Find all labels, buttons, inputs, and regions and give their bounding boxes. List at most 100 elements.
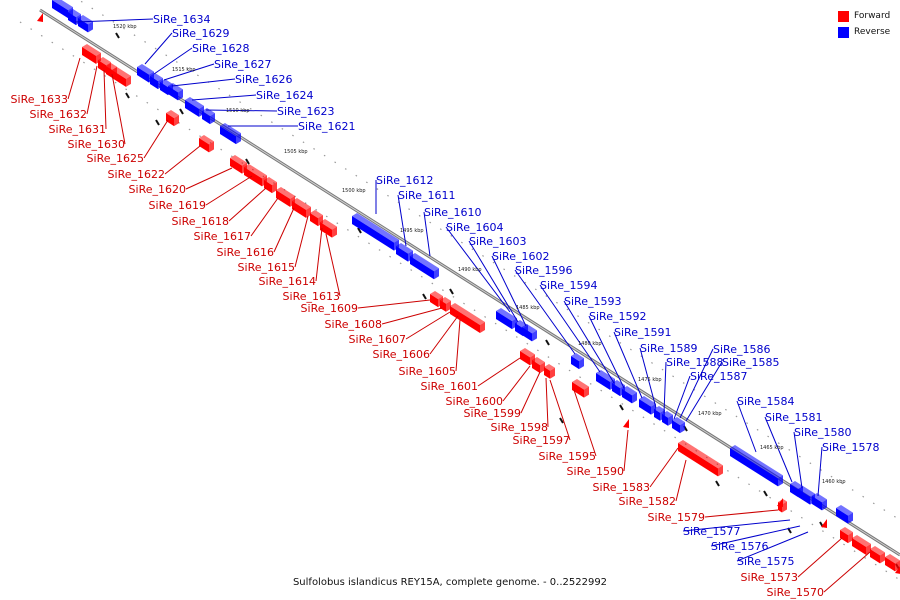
reverse-gene-label: SiRe_1634 xyxy=(153,13,210,26)
reverse-gene-label: SiRe_1593 xyxy=(564,295,621,308)
leader-line xyxy=(649,447,679,488)
forward-gene-box xyxy=(112,67,131,87)
forward-gene-label: SiRe_1618 xyxy=(172,215,229,228)
legend-forward-label: Forward xyxy=(854,11,891,21)
tick-layer xyxy=(19,0,900,581)
reverse-gene-box xyxy=(730,445,783,487)
reverse-gene-label: SiRe_1576 xyxy=(711,540,768,553)
leader-line xyxy=(663,361,667,414)
reverse-gene-box xyxy=(622,386,637,404)
leader-line xyxy=(675,459,687,502)
axis-tick-mark xyxy=(125,92,130,99)
forward-gene-label: SiRe_1600 xyxy=(446,395,503,408)
axis-tick-mark xyxy=(357,227,362,234)
leader-line xyxy=(164,145,201,175)
reverse-gene-box xyxy=(662,411,673,426)
leader-line xyxy=(682,519,791,532)
genes-layer xyxy=(37,0,900,574)
forward-gene-box xyxy=(678,440,723,477)
reverse-gene-label: SiRe_1585 xyxy=(722,356,779,369)
forward-gene-label: SiRe_1570 xyxy=(767,586,824,599)
forward-gene-box xyxy=(572,379,589,398)
reverse-gene-label: SiRe_1578 xyxy=(822,441,879,454)
gene-labels: 1520 kbp 1515 kbp 1510 kbp 1505 kbp 1500 kbp… xyxy=(11,13,880,599)
forward-gene-box xyxy=(199,135,214,153)
reverse-gene-label: SiRe_1623 xyxy=(277,105,334,118)
coordinate-label: 1500 kbp xyxy=(342,188,366,194)
forward-gene-label: SiRe_1573 xyxy=(741,571,798,584)
forward-gene-marker xyxy=(895,566,900,574)
forward-gene-label: SiRe_1614 xyxy=(259,275,316,288)
leader-line xyxy=(74,18,154,23)
forward-gene-box xyxy=(292,198,311,218)
leader-line xyxy=(613,331,643,399)
leader-line xyxy=(477,357,521,387)
forward-gene-label: SiRe_1615 xyxy=(238,261,295,274)
forward-gene-box xyxy=(450,303,485,334)
forward-gene-label: SiRe_1613 xyxy=(283,290,340,303)
leader-line xyxy=(315,227,323,282)
forward-gene-label: SiRe_1608 xyxy=(325,318,382,331)
leader-line xyxy=(67,57,81,100)
forward-gene-label: SiRe_1579 xyxy=(648,511,705,524)
reverse-gene-label: SiRe_1602 xyxy=(492,250,549,263)
forward-gene-label: SiRe_1632 xyxy=(30,108,87,121)
forward-gene-label: SiRe_1606 xyxy=(373,348,430,361)
leader-line xyxy=(623,429,629,472)
leader-line xyxy=(103,69,107,130)
reverse-gene-box xyxy=(812,493,827,511)
reverse-gene-box xyxy=(168,83,183,101)
axis-tick-mark xyxy=(763,490,768,497)
leader-line xyxy=(764,416,793,483)
forward-gene-label: SiRe_1620 xyxy=(129,183,186,196)
forward-gene-box xyxy=(840,527,853,544)
reverse-gene-box xyxy=(571,353,584,370)
reverse-gene-box xyxy=(672,417,685,434)
forward-gene-box xyxy=(320,219,337,238)
axis-tick-mark xyxy=(715,480,720,487)
forward-gene-label: SiRe_1607 xyxy=(349,333,406,346)
forward-gene-box xyxy=(166,110,179,127)
reverse-gene-label: SiRe_1592 xyxy=(589,310,646,323)
legend-forward: Forward xyxy=(838,8,890,24)
leader-line xyxy=(539,284,601,373)
forward-gene-label: SiRe_1595 xyxy=(539,450,596,463)
coordinate-label: 1465 kbp xyxy=(760,445,784,451)
forward-gene-box xyxy=(544,364,555,379)
leader-line xyxy=(588,315,625,389)
coordinate-label: 1460 kbp xyxy=(822,479,846,485)
leader-line xyxy=(797,537,843,578)
leader-line xyxy=(144,32,173,65)
leader-line xyxy=(111,73,126,145)
reverse-gene-label: SiRe_1581 xyxy=(765,411,822,424)
forward-gene-label: SiRe_1590 xyxy=(567,465,624,478)
forward-gene-box xyxy=(82,44,101,64)
reverse-gene-label: SiRe_1596 xyxy=(515,264,572,277)
leader-line xyxy=(153,47,193,75)
leader-line xyxy=(445,226,511,313)
leader-line xyxy=(455,319,461,372)
leader-line xyxy=(171,78,236,87)
forward-gene-box xyxy=(532,357,545,374)
reverse-gene-box xyxy=(202,108,215,125)
reverse-gene-box xyxy=(352,213,399,251)
reverse-gene-box xyxy=(522,324,537,342)
leader-line xyxy=(491,255,527,327)
forward-gene-label: SiRe_1583 xyxy=(593,481,650,494)
axis-tick-mark xyxy=(245,158,250,165)
reverse-gene-label: SiRe_1629 xyxy=(172,27,229,40)
axis-tick-mark xyxy=(619,404,624,411)
forward-gene-box xyxy=(264,177,277,194)
forward-gene-box xyxy=(230,155,247,174)
forward-gene-box xyxy=(440,297,451,312)
axis-tick-mark xyxy=(559,417,564,424)
axis-tick-mark xyxy=(545,339,550,346)
lower-dotted-track xyxy=(19,21,900,581)
forward-gene-box xyxy=(870,546,885,564)
reverse-gene-label: SiRe_1627 xyxy=(214,58,271,71)
leader-line xyxy=(185,167,233,190)
reverse-gene-label: SiRe_1624 xyxy=(256,89,313,102)
leader-line xyxy=(673,375,691,420)
reverse-gene-label: SiRe_1575 xyxy=(737,555,794,568)
